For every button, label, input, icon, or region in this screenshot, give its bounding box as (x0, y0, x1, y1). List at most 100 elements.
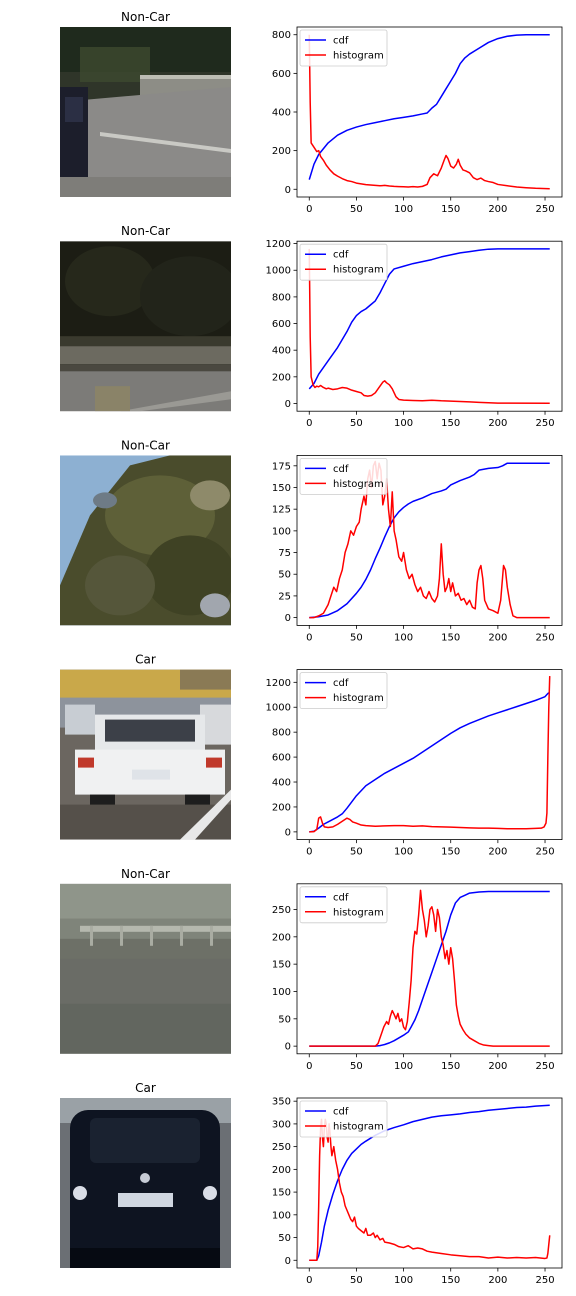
figure-row: Non-Car 0 50 100 150 200 250 0 50 100 150 200 250 cdf… (60, 867, 563, 1072)
legend-box (299, 672, 388, 709)
legend: cdf histogram (299, 29, 388, 67)
series-line-cdf (308, 33, 550, 180)
figure-row: Non-Car 0 50 100 150 200 250 0 200 400 600 800 cdf hi… (60, 10, 563, 215)
x-tick-label: 0 (306, 204, 312, 215)
y-tick-label: 200 (272, 802, 291, 813)
axes-frame (296, 454, 563, 626)
x-tick-label: 250 (535, 1275, 554, 1286)
thumbnail-image (60, 455, 231, 626)
axes-frame (296, 1097, 563, 1269)
x-tick-label: 150 (441, 847, 460, 858)
x-tick-label: 0 (306, 1061, 312, 1072)
y-tick-label: 400 (272, 346, 291, 357)
x-tick-label: 50 (350, 418, 363, 429)
x-tick-label: 250 (535, 632, 554, 643)
legend-label-histogram: histogram (333, 479, 384, 490)
x-tick-label: 250 (535, 1061, 554, 1072)
y-tick-label: 0 (285, 1042, 291, 1053)
legend: cdf histogram (299, 886, 388, 924)
thumbnail-image (60, 883, 231, 1054)
x-tick-label: 200 (488, 204, 507, 215)
x-tick-label: 50 (350, 1061, 363, 1072)
x-tick-label: 100 (394, 847, 413, 858)
series-line-histogram (308, 34, 550, 190)
series-line-histogram (309, 676, 551, 833)
legend-label-cdf: cdf (333, 464, 349, 475)
legend-label-histogram: histogram (333, 265, 384, 276)
y-tick-label: 250 (272, 1142, 291, 1153)
image-title: Non-Car (121, 224, 170, 238)
x-tick-label: 150 (441, 632, 460, 643)
x-tick-label: 250 (535, 418, 554, 429)
legend-label-cdf: cdf (333, 892, 349, 903)
y-tick-label: 50 (278, 1233, 291, 1244)
legend-box (299, 29, 388, 67)
series-line-histogram (308, 248, 550, 404)
figure-row: Car 0 50 100 150 200 250 0 50 100 150 200 250 300 350 c… (60, 1081, 563, 1286)
y-tick-label: 200 (272, 372, 291, 383)
y-tick-label: 175 (272, 461, 291, 472)
histogram-chart: 0 50 100 150 200 250 0 200 400 600 800 1000 1200 cdf h… (266, 669, 563, 858)
legend-label-histogram: histogram (333, 51, 384, 62)
x-tick-label: 150 (441, 1275, 460, 1286)
legend-label-cdf: cdf (333, 36, 349, 47)
y-tick-label: 1000 (266, 703, 291, 714)
y-tick-label: 600 (272, 319, 291, 330)
y-tick-label: 350 (272, 1097, 291, 1108)
series-line-histogram (309, 889, 550, 1047)
x-tick-label: 0 (306, 847, 312, 858)
x-tick-label: 0 (306, 1275, 312, 1286)
x-tick-label: 100 (394, 1275, 413, 1286)
image-title: Car (135, 1081, 156, 1095)
y-tick-label: 300 (272, 1119, 291, 1130)
legend: cdf histogram (299, 457, 388, 495)
y-tick-label: 0 (285, 185, 291, 196)
y-tick-label: 100 (272, 526, 291, 537)
legend-label-cdf: cdf (333, 678, 349, 689)
image-title: Non-Car (121, 438, 170, 452)
y-tick-label: 125 (272, 505, 291, 516)
y-tick-label: 150 (272, 483, 291, 494)
legend: cdf histogram (299, 243, 388, 281)
x-tick-label: 150 (441, 418, 460, 429)
image-title: Non-Car (121, 867, 170, 881)
histogram-chart: 0 50 100 150 200 250 0 200 400 600 800 cdf histogram (272, 26, 563, 215)
legend-box (299, 243, 388, 281)
y-tick-label: 400 (272, 108, 291, 119)
thumbnail-image (60, 27, 231, 197)
histogram-chart: 0 50 100 150 200 250 0 50 100 150 200 250 cdf histogr… (272, 883, 563, 1072)
legend-label-cdf: cdf (333, 1107, 349, 1118)
thumbnail-image (60, 1098, 231, 1268)
y-tick-label: 1200 (266, 678, 291, 689)
y-tick-label: 600 (272, 753, 291, 764)
x-tick-label: 50 (350, 1275, 363, 1286)
figure-row: Non-Car 0 50 100 150 200 250 0 25 50 75 100 125 150 17… (60, 438, 563, 643)
y-tick-label: 75 (278, 548, 291, 559)
y-tick-label: 250 (272, 905, 291, 916)
legend-box (299, 886, 388, 924)
x-tick-label: 100 (394, 1061, 413, 1072)
y-tick-label: 100 (272, 1210, 291, 1221)
axes-frame (296, 883, 563, 1055)
y-tick-label: 200 (272, 1165, 291, 1176)
x-tick-label: 250 (535, 847, 554, 858)
thumbnail-image (60, 669, 231, 840)
legend-label-histogram: histogram (333, 907, 384, 918)
y-tick-label: 0 (285, 1256, 291, 1267)
y-tick-label: 1200 (266, 239, 291, 250)
y-tick-label: 800 (272, 292, 291, 303)
y-tick-label: 800 (272, 728, 291, 739)
histogram-chart: 0 50 100 150 200 250 0 200 400 600 800 1000 1200 cdf h… (266, 239, 563, 429)
x-tick-label: 200 (488, 418, 507, 429)
y-tick-label: 150 (272, 960, 291, 971)
x-tick-label: 150 (441, 1061, 460, 1072)
legend: cdf histogram (299, 672, 388, 709)
figure-row: Non-Car 0 50 100 150 200 250 0 200 400 600 800 1000 1… (60, 224, 563, 429)
x-tick-label: 200 (488, 632, 507, 643)
legend: cdf histogram (299, 1100, 388, 1138)
histogram-chart: 0 50 100 150 200 250 0 25 50 75 100 125 150 175 cdf his… (272, 454, 563, 643)
y-tick-label: 200 (272, 932, 291, 943)
axes-frame (296, 240, 563, 412)
series-line-cdf (309, 462, 550, 619)
